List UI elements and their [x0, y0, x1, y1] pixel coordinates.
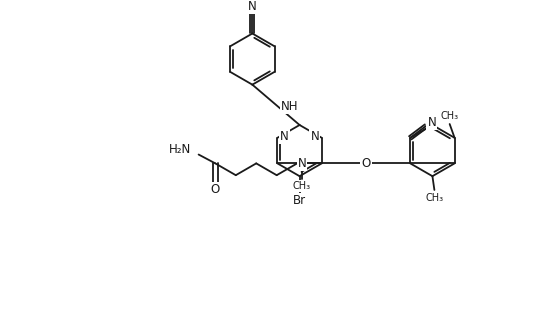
Text: N: N [427, 116, 436, 129]
Text: Br: Br [293, 194, 306, 207]
Text: NH: NH [281, 100, 299, 113]
Text: N: N [280, 130, 289, 143]
Text: CH₃: CH₃ [441, 111, 459, 121]
Text: O: O [211, 184, 220, 197]
Text: CH₃: CH₃ [425, 193, 443, 203]
Text: O: O [361, 157, 370, 170]
Text: H₂N: H₂N [168, 143, 191, 156]
Text: N: N [248, 0, 256, 13]
Text: N: N [311, 130, 319, 143]
Text: CH₃: CH₃ [293, 181, 311, 191]
Text: N: N [298, 157, 306, 170]
